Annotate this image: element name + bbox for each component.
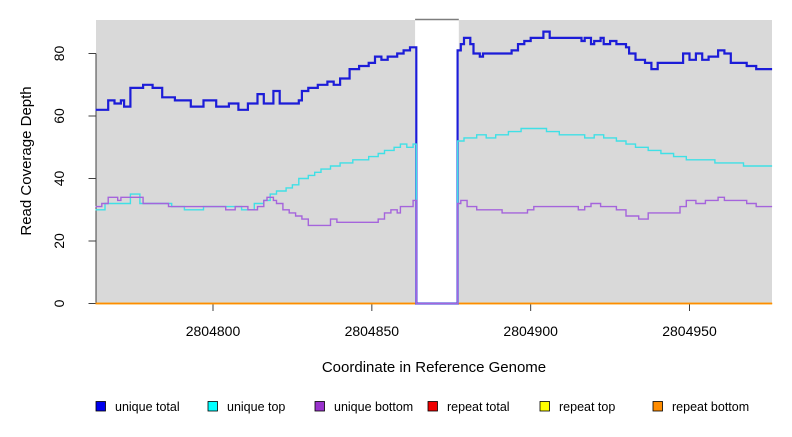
legend-item-repeat-top: repeat top <box>539 400 615 414</box>
legend-swatch-repeat-top <box>539 401 550 412</box>
legend-item-repeat-total: repeat total <box>427 400 510 414</box>
legend-swatch-unique-bottom <box>314 401 325 412</box>
series-line-unique-top <box>95 127 773 305</box>
y-axis-title: Read Coverage Depth <box>18 86 35 235</box>
y-tick-label: 80 <box>51 46 67 62</box>
x-axis-title: Coordinate in Reference Genome <box>322 359 546 376</box>
legend-item-repeat-bottom: repeat bottom <box>652 400 749 414</box>
legend-item-unique-bottom: unique bottom <box>314 400 413 414</box>
legend-label-repeat-top: repeat top <box>559 400 615 414</box>
missing-data-gap-layer <box>415 18 459 304</box>
y-tick-label: 40 <box>51 171 67 187</box>
missing-data-gap <box>415 19 459 304</box>
legend-item-unique-top: unique top <box>207 400 285 414</box>
series-line-unique-bottom <box>95 196 773 305</box>
legend-swatch-unique-top <box>207 401 218 412</box>
legend-swatch-repeat-total <box>427 401 438 412</box>
legend-label-unique-bottom: unique bottom <box>334 400 413 414</box>
legend-label-unique-total: unique total <box>115 400 180 414</box>
legend-item-unique-total: unique total <box>95 400 180 414</box>
x-tick-label: 2804950 <box>662 323 717 339</box>
y-tick-label: 60 <box>51 108 67 124</box>
legend-swatch-unique-total <box>95 401 106 412</box>
unique-series-layer <box>95 30 773 305</box>
legend-label-repeat-bottom: repeat bottom <box>672 400 749 414</box>
legend-swatch-repeat-bottom <box>652 401 663 412</box>
legend: unique total unique top unique bottom repea… <box>95 400 749 414</box>
y-tick-label: 20 <box>51 233 67 249</box>
x-tick-label: 2804850 <box>345 323 400 339</box>
x-tick-label: 2804800 <box>186 323 241 339</box>
y-tick-label: 0 <box>51 299 67 307</box>
legend-label-unique-top: unique top <box>227 400 285 414</box>
legend-label-repeat-total: repeat total <box>447 400 510 414</box>
x-tick-label: 2804900 <box>503 323 558 339</box>
